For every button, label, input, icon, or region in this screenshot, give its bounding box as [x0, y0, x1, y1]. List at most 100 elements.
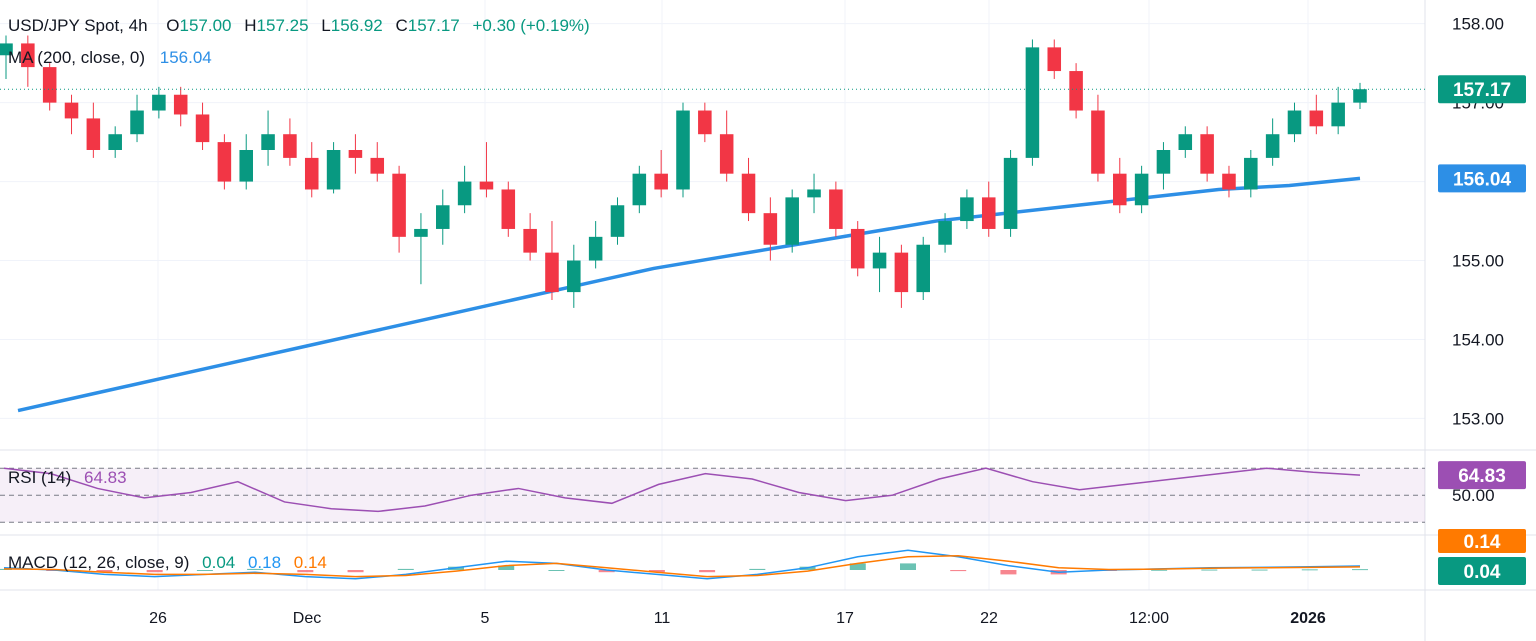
candle-body — [1047, 47, 1062, 72]
macd-histogram-bar — [548, 570, 565, 571]
macd-histogram-bar — [849, 563, 866, 570]
ma-value-label: 156.04 — [1453, 169, 1512, 190]
x-tick-label: 2026 — [1290, 610, 1326, 627]
macd-histogram-bar — [96, 570, 113, 573]
low-label: L — [321, 16, 331, 35]
candle-body — [348, 150, 363, 158]
x-tick-label: 17 — [836, 610, 854, 627]
macd-histogram-bar — [1151, 569, 1168, 571]
candle-body — [676, 110, 690, 190]
candle-body — [1178, 134, 1193, 150]
macd-histogram-bar — [648, 570, 665, 573]
ma-legend-value: 156.04 — [159, 48, 212, 67]
macd-histogram-bar — [699, 570, 716, 573]
macd-panel: 0.14 0.04 — [0, 529, 1526, 585]
macd-histogram-bar — [498, 565, 515, 570]
macd-histogram-bar — [347, 570, 364, 573]
candle-body — [64, 102, 79, 119]
candle-body — [785, 197, 799, 245]
macd-legend-signal: 0.14 — [293, 553, 327, 572]
candle-body — [1265, 134, 1280, 158]
last-price-label: 157.17 — [1453, 80, 1511, 101]
candle-body — [414, 228, 428, 237]
candle-body — [1003, 157, 1018, 229]
ma-legend-label: MA (200, close, 0) — [8, 48, 146, 67]
rsi-legend-label: RSI (14) — [8, 468, 72, 487]
candle-body — [1222, 173, 1236, 190]
candle-body — [195, 114, 210, 143]
ma-line-group — [17, 176, 1361, 413]
rsi-legend: RSI (14) 64.83 — [8, 468, 127, 488]
candle-body — [545, 252, 559, 293]
candle-body — [479, 181, 494, 190]
candle-body — [1069, 71, 1083, 111]
y-tick-label: 155.00 — [1452, 252, 1504, 271]
candle-body — [1331, 102, 1345, 127]
macd-histogram-bar — [900, 563, 916, 570]
macd-histogram-bar — [1000, 570, 1017, 575]
macd-histogram-bar — [1201, 569, 1218, 571]
candle-body — [807, 189, 821, 198]
candle-body — [1309, 110, 1324, 127]
candle-body — [1134, 173, 1149, 206]
symbol-label: USD/JPY Spot, 4h — [8, 16, 148, 35]
high-value: 157.25 — [256, 16, 309, 35]
candle-body — [457, 181, 472, 206]
candle-body — [392, 173, 406, 237]
candle-body — [588, 236, 603, 261]
change-value: +0.30 (+0.19%) — [472, 16, 590, 35]
macd-histogram-bar — [1301, 569, 1318, 571]
candle-body — [1353, 89, 1367, 103]
candle-body — [654, 173, 668, 190]
candle-body — [741, 173, 756, 214]
open-value: 157.00 — [179, 16, 232, 35]
macd-histogram-bar — [749, 568, 766, 570]
open-label: O — [166, 16, 180, 35]
rsi-y-tick-label: 50.00 — [1452, 486, 1495, 505]
macd-legend-label: MACD (12, 26, close, 9) — [8, 553, 190, 572]
macd-histogram-bar — [397, 568, 414, 570]
macd-histogram-bar — [1251, 569, 1268, 571]
rsi-line — [3, 467, 1361, 513]
candle-body — [436, 205, 450, 229]
candle-body — [261, 134, 275, 150]
candle-body — [916, 244, 930, 293]
candle-body — [152, 94, 166, 111]
candle-body — [370, 157, 385, 174]
macd-legend: MACD (12, 26, close, 9) 0.04 0.18 0.14 — [8, 553, 327, 573]
signal-value-label-bg — [1438, 529, 1526, 553]
macd-histogram-bar — [950, 570, 967, 572]
candle-body — [981, 197, 996, 229]
candle-body — [894, 252, 909, 293]
ma-legend: MA (200, close, 0) 156.04 — [8, 48, 212, 68]
candle-body — [173, 94, 188, 115]
high-label: H — [244, 16, 257, 35]
candle-body — [130, 110, 144, 135]
axes: 26Dec511172212:002026158.00157.00156.001… — [149, 15, 1526, 627]
close-value: 157.17 — [407, 16, 460, 35]
candle-body — [938, 221, 952, 245]
x-tick-label: 5 — [481, 610, 490, 627]
signal-value-label: 0.14 — [1464, 532, 1501, 553]
macd-legend-hist: 0.04 — [202, 553, 236, 572]
low-value: 156.92 — [330, 16, 383, 35]
rsi-value-label-bg — [1438, 461, 1526, 490]
candle-body — [632, 173, 647, 206]
candle-body — [960, 197, 974, 222]
candle-body — [719, 134, 734, 174]
ma200-line — [17, 176, 1361, 413]
x-tick-label: 12:00 — [1129, 610, 1169, 627]
candle-body — [239, 150, 253, 182]
candle-body — [872, 252, 887, 269]
candle-body — [698, 110, 712, 135]
macd-histogram-bar — [247, 568, 264, 570]
candles-group — [0, 35, 1425, 308]
candle-body — [86, 118, 101, 150]
rsi-value-label: 64.83 — [1458, 466, 1506, 487]
candle-body — [1200, 134, 1214, 174]
rsi-legend-value: 64.83 — [84, 468, 127, 487]
candle-body — [1113, 173, 1127, 206]
close-label: C — [395, 16, 408, 35]
